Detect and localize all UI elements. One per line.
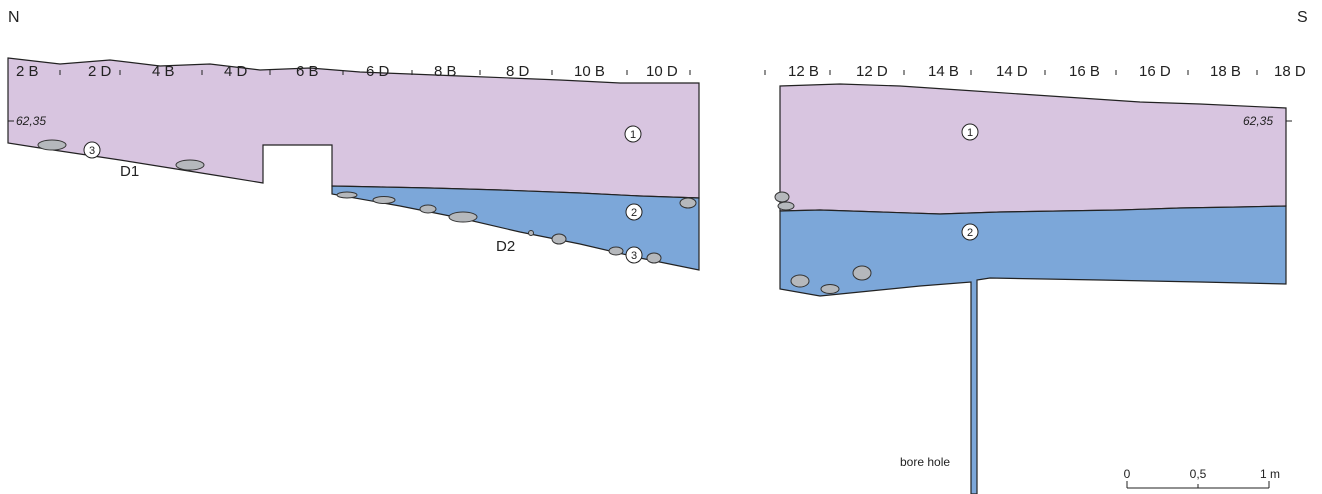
elevation-label: 62,35 bbox=[1243, 114, 1273, 128]
scale-label-half: 0,5 bbox=[1190, 467, 1207, 481]
square-label: 12 D bbox=[856, 63, 888, 80]
scale-bar: 0 0,5 1 m bbox=[1124, 467, 1280, 489]
stone bbox=[790, 274, 810, 288]
square-label: 4 B bbox=[152, 63, 175, 80]
square-label: 4 D bbox=[224, 63, 248, 80]
square-label: 6 B bbox=[296, 63, 319, 80]
square-label: 10 B bbox=[574, 63, 605, 80]
square-label: 18 D bbox=[1274, 63, 1306, 80]
layer-number: 1 bbox=[630, 129, 636, 141]
left-square-ticks bbox=[59, 70, 691, 75]
square-label: 16 B bbox=[1069, 63, 1100, 80]
layer-marker: 3 bbox=[83, 141, 101, 159]
square-label: 14 B bbox=[928, 63, 959, 80]
square-label: 18 B bbox=[1210, 63, 1241, 80]
right-profile: 12 B 12 D 14 B 14 D 16 B 16 D 18 B 18 D … bbox=[764, 63, 1306, 494]
stone bbox=[551, 233, 567, 245]
layer-number: 1 bbox=[967, 127, 973, 139]
stone bbox=[37, 139, 67, 151]
square-label: 2 B bbox=[16, 63, 39, 80]
square-label: 2 D bbox=[88, 63, 112, 80]
square-label: 12 B bbox=[788, 63, 819, 80]
stone bbox=[646, 252, 662, 264]
stone bbox=[419, 204, 437, 214]
layer-marker: 3 bbox=[625, 246, 643, 264]
layer-number: 2 bbox=[631, 207, 637, 219]
elevation-label: 62,35 bbox=[16, 114, 46, 128]
bore-hole-label: bore hole bbox=[900, 455, 950, 469]
layer-marker: 1 bbox=[961, 123, 979, 141]
stone bbox=[448, 211, 478, 223]
feature-label-d1: D1 bbox=[120, 163, 139, 180]
north-label: N bbox=[8, 9, 20, 26]
stone bbox=[336, 191, 358, 199]
stone bbox=[608, 246, 624, 256]
square-label: 6 D bbox=[366, 63, 390, 80]
south-label: S bbox=[1297, 9, 1308, 26]
scale-label-one: 1 m bbox=[1260, 467, 1280, 481]
stone bbox=[372, 196, 396, 204]
layer-number: 3 bbox=[631, 250, 637, 262]
square-label: 10 D bbox=[646, 63, 678, 80]
right-layer-2 bbox=[779, 205, 1287, 494]
scale-label-zero: 0 bbox=[1124, 467, 1131, 481]
layer-marker: 1 bbox=[624, 125, 642, 143]
stone bbox=[175, 159, 205, 171]
layer-marker: 2 bbox=[961, 223, 979, 241]
right-layer-1 bbox=[779, 83, 1287, 215]
stone bbox=[820, 284, 840, 294]
right-square-ticks bbox=[764, 70, 1258, 75]
square-label: 16 D bbox=[1139, 63, 1171, 80]
left-profile: 2 B 2 D 4 B 4 D 6 B 6 D 8 B 8 D 10 B 10 … bbox=[7, 57, 700, 271]
stone bbox=[777, 201, 795, 211]
layer-marker: 2 bbox=[625, 203, 643, 221]
layer-number: 2 bbox=[967, 227, 973, 239]
layer-number: 3 bbox=[89, 145, 95, 157]
stone bbox=[528, 230, 534, 236]
stone bbox=[774, 191, 790, 203]
square-label: 8 D bbox=[506, 63, 530, 80]
feature-label-d2: D2 bbox=[496, 238, 515, 255]
stone bbox=[679, 197, 697, 209]
square-label: 8 B bbox=[434, 63, 457, 80]
stone bbox=[852, 265, 872, 281]
square-label: 14 D bbox=[996, 63, 1028, 80]
